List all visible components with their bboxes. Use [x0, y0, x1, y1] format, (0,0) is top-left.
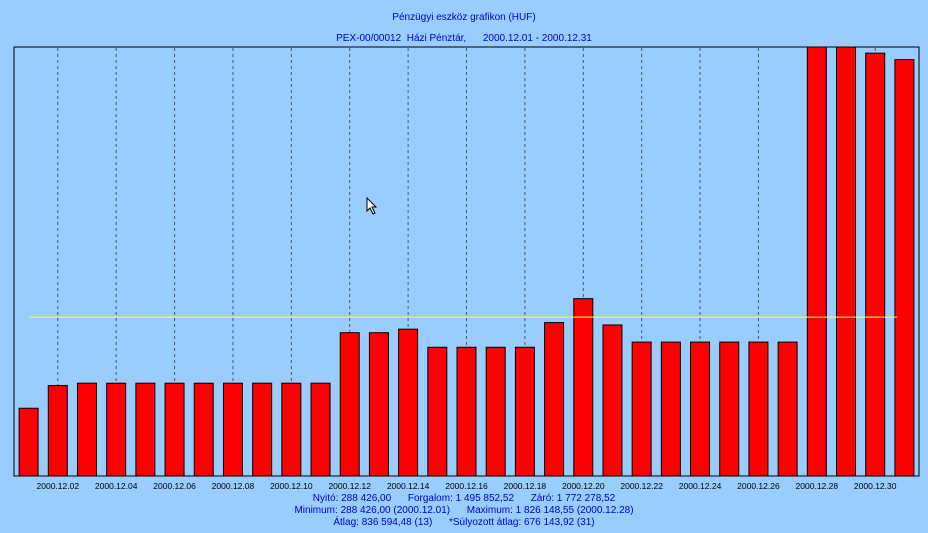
- bar: [456, 346, 477, 477]
- x-tick-label: 2000.12.24: [679, 481, 722, 491]
- bar: [748, 341, 769, 477]
- x-tick-label: 2000.12.22: [620, 481, 663, 491]
- bar: [76, 382, 97, 477]
- bar: [164, 382, 185, 477]
- bar: [836, 46, 857, 477]
- x-tick-label: 2000.12.30: [854, 481, 897, 491]
- bar: [135, 382, 156, 477]
- x-tick-label: 2000.12.26: [737, 481, 780, 491]
- x-tick-label: 2000.12.02: [37, 481, 80, 491]
- stats-opening-turnover-closing: Nyitó: 288 426,00 Forgalom: 1 495 852,52…: [312, 493, 616, 504]
- bar: [865, 52, 886, 477]
- bar: [252, 382, 273, 477]
- x-tick-label: 2000.12.10: [270, 481, 313, 491]
- bar: [602, 324, 623, 477]
- bar: [398, 328, 419, 477]
- x-tick-label: 2000.12.08: [212, 481, 255, 491]
- bar: [193, 382, 214, 477]
- bar: [427, 346, 448, 477]
- x-tick-label: 2000.12.04: [95, 481, 138, 491]
- x-tick-label: 2000.12.28: [796, 481, 839, 491]
- x-tick-label: 2000.12.06: [153, 481, 196, 491]
- bar: [690, 341, 711, 477]
- bar: [339, 332, 360, 477]
- stats-average: Átlag: 836 594,48 (13) *Súlyozott átlag:…: [333, 517, 595, 528]
- x-tick-label: 2000.12.12: [328, 481, 371, 491]
- bar: [544, 322, 565, 477]
- bar: [806, 46, 827, 477]
- bar: [631, 341, 652, 477]
- bar: [222, 382, 243, 477]
- x-tick-label: 2000.12.16: [445, 481, 488, 491]
- bar: [719, 341, 740, 477]
- bar: [18, 407, 39, 477]
- bar: [660, 341, 681, 477]
- bar: [47, 385, 68, 477]
- x-tick-label: 2000.12.20: [562, 481, 605, 491]
- bar: [281, 382, 302, 477]
- bar: [777, 341, 798, 477]
- bar: [894, 59, 915, 477]
- mouse-cursor-icon: [366, 197, 378, 215]
- bar: [310, 382, 331, 477]
- bar: [368, 332, 389, 477]
- chart-title: Pénzügyi eszköz grafikon (HUF): [392, 12, 536, 23]
- bar: [106, 382, 127, 477]
- x-tick-label: 2000.12.14: [387, 481, 430, 491]
- x-tick-label: 2000.12.18: [504, 481, 547, 491]
- bar: [514, 346, 535, 477]
- bar: [573, 298, 594, 477]
- stats-min-max: Minimum: 288 426,00 (2000.12.01) Maximum…: [294, 505, 634, 516]
- chart-subtitle: PEX-00/00012 Házi Pénztár, 2000.12.01 - …: [336, 33, 592, 44]
- bar: [485, 346, 506, 477]
